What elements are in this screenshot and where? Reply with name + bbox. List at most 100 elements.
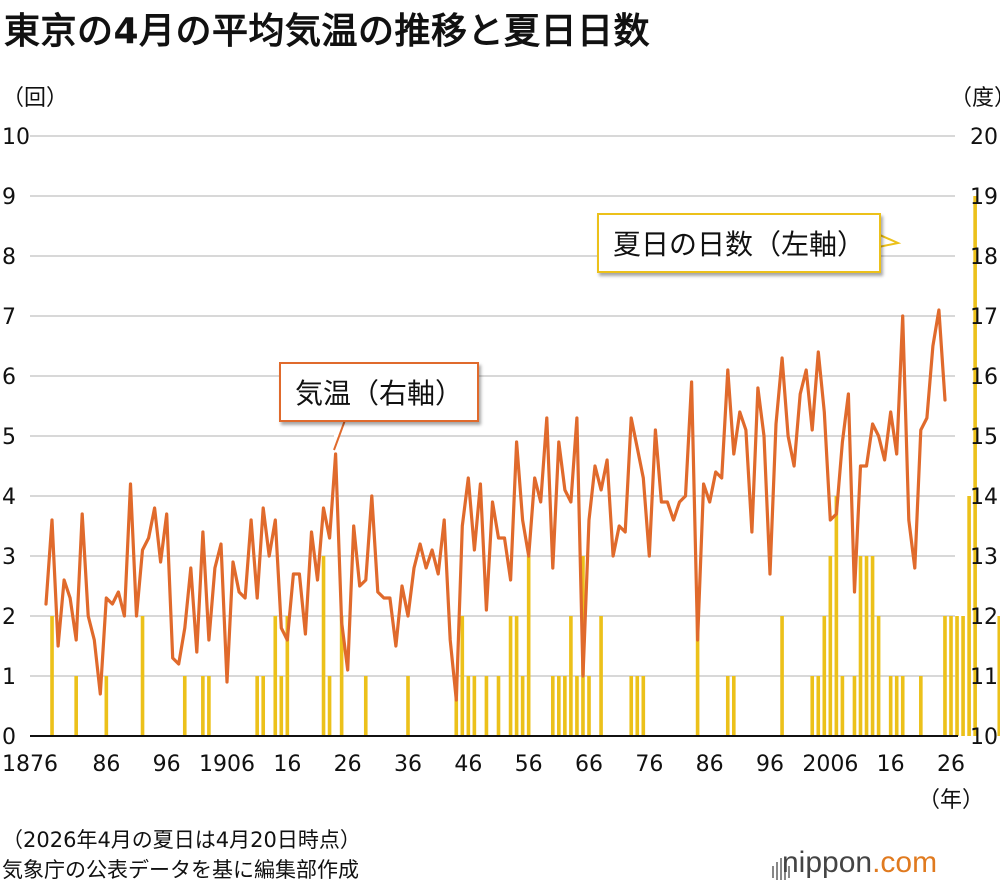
summer-days-bar (50, 616, 54, 736)
summer-days-bar (629, 676, 634, 736)
left-tick-label: 5 (2, 425, 16, 450)
right-tick-label: 15 (970, 425, 998, 450)
right-tick-label: 18 (970, 245, 998, 270)
summer-days-bar (973, 196, 977, 736)
summer-days-callout: 夏日の日数（左軸） (597, 213, 882, 273)
summer-days-bar (363, 676, 368, 736)
summer-days-bar (466, 676, 471, 736)
summer-days-bar (888, 676, 893, 736)
gridlines (30, 135, 955, 677)
left-tick-label: 6 (2, 365, 16, 390)
x-tick-label: 26 (334, 752, 362, 777)
x-tick-label: 16 (273, 752, 301, 777)
summer-days-bar (864, 556, 869, 736)
left-tick-label: 9 (2, 185, 16, 210)
summer-days-bar (780, 616, 784, 736)
summer-days-bar (731, 676, 736, 736)
summer-days-bar (949, 616, 953, 736)
nippon-logo-icon (772, 858, 790, 880)
summer-days-bar (725, 676, 730, 736)
summer-days-bar (454, 676, 459, 736)
right-axis-ticks: 10 11 12 13 14 15 16 17 18 19 20 (970, 125, 998, 750)
left-axis-unit: （回） (2, 86, 69, 111)
summer-days-bar (508, 616, 513, 736)
left-tick-label: 8 (2, 245, 16, 270)
summer-days-bar (563, 676, 567, 736)
left-tick-label: 4 (2, 485, 16, 510)
summer-days-bar (261, 676, 266, 736)
x-axis-ticks: 1876 86 96 1906 16 26 36 46 56 66 76 86 96 2006 16 26 (2, 752, 965, 777)
summer-days-bar (140, 616, 145, 736)
left-tick-label: 3 (2, 545, 16, 570)
summer-days-bar (695, 616, 700, 736)
summer-days-bar (894, 676, 899, 736)
summer-days-bar (273, 616, 278, 736)
footnote-date: （2026年4月の夏日は4月20日時点） (2, 828, 361, 852)
right-tick-label: 19 (970, 185, 998, 210)
summer-days-bar (520, 676, 525, 736)
summer-days-bar (810, 676, 815, 736)
summer-days-bar (74, 676, 78, 736)
summer-days-bar (587, 676, 591, 736)
x-tick-label: 1876 (2, 752, 58, 777)
x-tick-label: 16 (877, 752, 905, 777)
summer-days-bar (472, 676, 477, 736)
summer-days-bar (858, 556, 863, 736)
summer-days-bar (557, 676, 561, 736)
summer-days-bar (550, 676, 555, 736)
summer-days-bar (635, 676, 640, 736)
summer-days-bar (104, 676, 109, 736)
summer-days-bar (955, 616, 959, 736)
nippon-logo: nippon.com (782, 846, 937, 880)
summer-days-bar (182, 676, 187, 736)
summer-days-bar (339, 616, 344, 736)
summer-days-bar (285, 616, 290, 736)
summer-days-bar (870, 556, 875, 736)
logo-name: nippon (782, 846, 873, 879)
summer-days-bar (575, 676, 579, 736)
right-tick-label: 11 (970, 665, 998, 690)
chart-title: 東京の4月の平均気温の推移と夏日日数 (4, 11, 651, 52)
x-tick-label: 46 (454, 752, 482, 777)
x-tick-label: 96 (756, 752, 784, 777)
summer-days-bar (526, 556, 531, 736)
summer-days-bars (50, 196, 1000, 736)
logo-suffix: .com (872, 846, 938, 879)
summer-days-bar (852, 676, 857, 736)
left-tick-label: 10 (2, 125, 30, 150)
right-tick-label: 10 (970, 725, 998, 750)
left-axis-ticks: 0 1 2 3 4 5 6 7 8 9 10 (2, 125, 30, 750)
summer-days-bar (321, 556, 326, 736)
summer-days-bar (967, 496, 971, 736)
summer-days-bar (840, 676, 845, 736)
left-tick-label: 1 (2, 665, 16, 690)
right-tick-label: 16 (970, 365, 998, 390)
right-axis-unit: （度） (950, 86, 1000, 111)
summer-days-bar (816, 676, 821, 736)
x-tick-label: 96 (153, 752, 181, 777)
x-tick-label: 2006 (802, 752, 858, 777)
summer-days-bar (327, 676, 332, 736)
left-tick-label: 2 (2, 605, 16, 630)
right-tick-label: 12 (970, 605, 998, 630)
right-tick-label: 20 (970, 125, 998, 150)
summer-days-bar (876, 616, 881, 736)
left-tick-label: 0 (2, 725, 16, 750)
summer-days-bar (484, 676, 489, 736)
x-tick-label: 1906 (199, 752, 255, 777)
summer-days-bar (919, 676, 923, 736)
right-tick-label: 17 (970, 305, 998, 330)
summer-days-bar (207, 676, 211, 736)
left-tick-label: 7 (2, 305, 16, 330)
summer-days-bar (822, 616, 827, 736)
summer-days-bar (279, 676, 284, 736)
year-unit: （年） (918, 788, 985, 813)
right-tick-label: 14 (970, 485, 998, 510)
footnote-source: 気象庁の公表データを基に編集部作成 (2, 858, 359, 882)
temperature-line (44, 308, 947, 702)
summer-days-bar (834, 496, 839, 736)
x-tick-label: 36 (394, 752, 422, 777)
summer-days-bar (569, 616, 573, 736)
summer-days-bar (201, 676, 205, 736)
